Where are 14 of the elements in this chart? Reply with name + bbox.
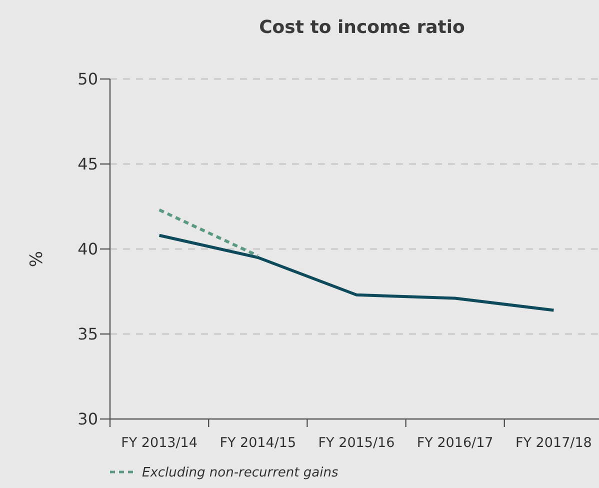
line-series [158, 234, 556, 312]
y-tick-label: 45 [78, 154, 98, 174]
y-axis-title: % [27, 250, 47, 268]
x-tick-label: FY 2017/18 [516, 435, 592, 451]
y-tick-label: 50 [78, 70, 98, 89]
x-tick-label: FY 2013/14 [121, 435, 198, 451]
x-tick-label: FY 2015/16 [318, 435, 395, 451]
x-tick-label: FY 2014/15 [220, 435, 296, 451]
x-tick-label: FY 2016/17 [416, 435, 494, 451]
legend-label: Excluding non-recurrent gains [142, 466, 338, 481]
y-tick-label: 40 [78, 240, 98, 259]
chart-title: Cost to income ratio [259, 17, 465, 38]
y-tick-label: 35 [78, 324, 98, 344]
y-tick-label: 30 [78, 410, 98, 429]
